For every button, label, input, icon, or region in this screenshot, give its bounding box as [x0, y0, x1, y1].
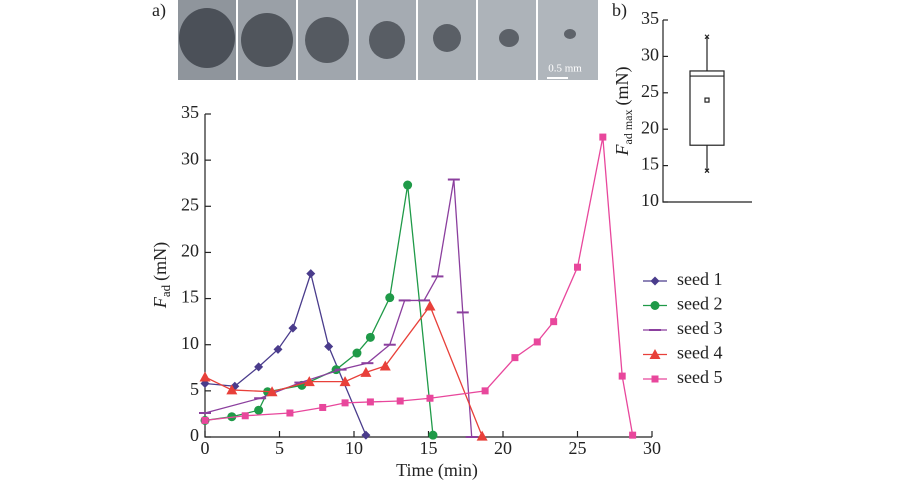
droplet [179, 8, 235, 68]
x-axis-label: Time (min) [396, 460, 478, 481]
y-axis-label: Fad max (mN) [612, 67, 635, 157]
scale-label: 0.5 mm [548, 63, 582, 75]
marker [533, 338, 541, 346]
marker [618, 372, 626, 380]
box [689, 70, 725, 146]
legend-marker [649, 349, 661, 359]
marker [339, 376, 351, 387]
marker [361, 430, 371, 440]
marker [360, 366, 372, 377]
marker [306, 269, 316, 279]
marker [286, 409, 294, 417]
x-tick-label: 15 [420, 438, 438, 458]
marker [226, 384, 238, 395]
whisker-end [704, 168, 710, 174]
y-symbol: F [612, 144, 632, 157]
y-tick-label: 5 [190, 379, 199, 399]
panel-label: a) [152, 0, 166, 21]
series-line [204, 179, 473, 438]
legend-label: seed 5 [677, 367, 722, 387]
marker [428, 430, 438, 440]
droplet [241, 13, 293, 67]
y-tick-label: 0 [190, 425, 199, 445]
marker [254, 362, 264, 372]
marker [288, 323, 298, 333]
x-tick-label: 5 [275, 438, 284, 458]
y-tick-label: 30 [181, 148, 199, 168]
marker [365, 332, 375, 342]
x-tick-label: 20 [494, 438, 512, 458]
marker [481, 387, 489, 395]
marker [385, 293, 395, 303]
y-tick-label: 15 [181, 287, 199, 307]
photo [538, 0, 598, 80]
marker [266, 386, 278, 397]
marker [426, 394, 434, 402]
marker [424, 300, 436, 311]
marker [303, 376, 315, 387]
y-tick-label: 30 [641, 45, 659, 65]
marker [396, 397, 404, 405]
y-tick-label: 35 [641, 8, 659, 28]
y-tick-label: 10 [641, 190, 659, 210]
droplet [433, 24, 461, 52]
marker [550, 318, 558, 326]
marker [273, 344, 283, 354]
marker [629, 431, 637, 439]
marker [201, 416, 209, 424]
y-axis-label: Fad (mN) [150, 242, 173, 309]
marker [599, 133, 607, 141]
y-unit: (mN) [150, 242, 171, 281]
panel-label: b) [612, 0, 627, 21]
marker [324, 342, 334, 352]
legend-label: seed 3 [677, 318, 722, 338]
marker [352, 348, 362, 358]
marker [341, 399, 349, 407]
marker [254, 405, 264, 415]
legend-marker [651, 375, 659, 383]
marker [366, 398, 374, 406]
y-tick-label: 10 [181, 333, 199, 353]
droplet [499, 29, 519, 47]
legend-marker [650, 276, 660, 286]
marker [511, 354, 519, 362]
y-tick-label: 15 [641, 154, 659, 174]
droplet [564, 29, 576, 39]
series-line [204, 136, 634, 436]
x-tick-label: 0 [201, 438, 210, 458]
y-symbol: F [150, 296, 170, 309]
series-line [204, 271, 367, 436]
y-tick-label: 20 [181, 241, 199, 261]
legend-marker [650, 301, 660, 310]
image-strip: 0.5 mm [178, 0, 598, 80]
y-subscript: ad max [621, 110, 635, 145]
mean [704, 97, 710, 103]
marker [403, 180, 413, 190]
droplet [369, 21, 405, 59]
x-tick-label: 10 [345, 438, 363, 458]
y-subscript: ad [158, 284, 173, 297]
y-tick-label: 35 [181, 102, 199, 122]
droplet [305, 17, 349, 63]
x-tick-label: 30 [643, 438, 661, 458]
marker [199, 371, 211, 382]
whisker-end [704, 34, 710, 40]
marker [379, 360, 391, 371]
marker [241, 412, 249, 420]
marker [574, 263, 581, 271]
marker [319, 403, 327, 411]
y-tick-label: 20 [641, 117, 659, 137]
y-unit: (mN) [612, 67, 633, 106]
marker [476, 430, 488, 441]
legend-label: seed 1 [677, 269, 722, 289]
y-tick-label: 25 [641, 81, 659, 101]
legend-label: seed 2 [677, 294, 722, 314]
y-tick-label: 25 [181, 194, 199, 214]
x-tick-label: 25 [569, 438, 587, 458]
legend-label: seed 4 [677, 343, 722, 363]
